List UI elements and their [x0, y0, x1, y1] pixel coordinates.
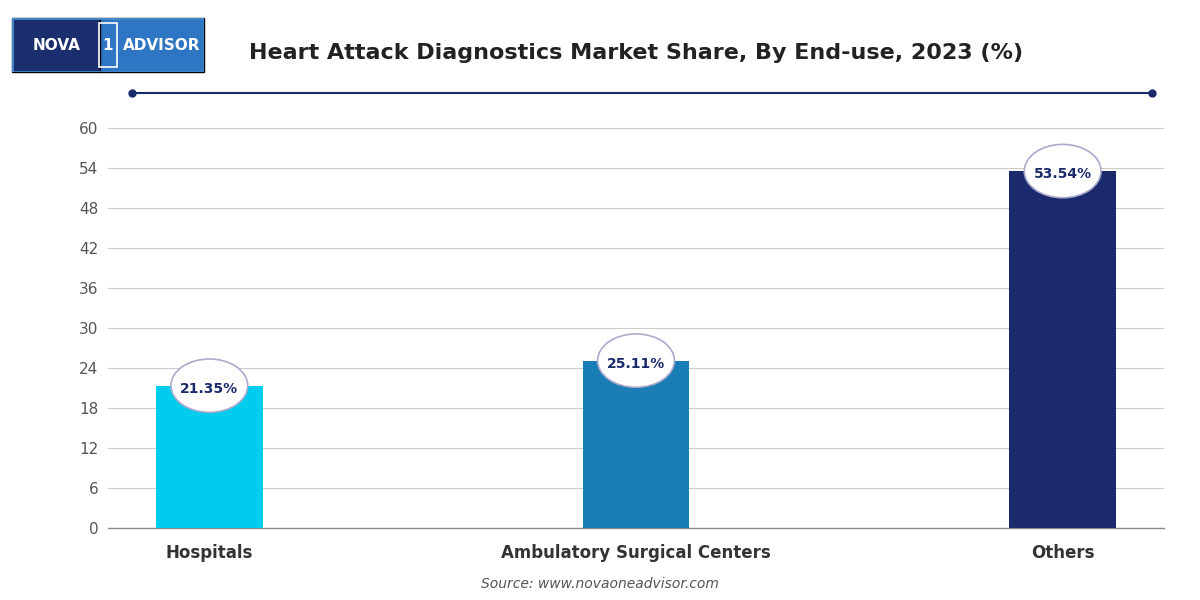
- Title: Heart Attack Diagnostics Market Share, By End-use, 2023 (%): Heart Attack Diagnostics Market Share, B…: [248, 43, 1024, 64]
- Ellipse shape: [598, 334, 674, 387]
- Ellipse shape: [170, 359, 247, 412]
- Bar: [1009, 171, 1116, 528]
- Text: 21.35%: 21.35%: [180, 382, 239, 396]
- Text: Source: www.novaoneadvisor.com: Source: www.novaoneadvisor.com: [481, 577, 719, 591]
- Text: 53.54%: 53.54%: [1033, 167, 1092, 181]
- Ellipse shape: [1025, 145, 1102, 198]
- Text: 1: 1: [103, 37, 113, 52]
- FancyBboxPatch shape: [12, 18, 101, 72]
- Text: NOVA: NOVA: [32, 37, 80, 52]
- FancyBboxPatch shape: [101, 18, 204, 72]
- Text: 25.11%: 25.11%: [607, 357, 665, 371]
- Bar: [583, 361, 689, 528]
- Bar: [156, 386, 263, 528]
- Text: ADVISOR: ADVISOR: [124, 37, 200, 52]
